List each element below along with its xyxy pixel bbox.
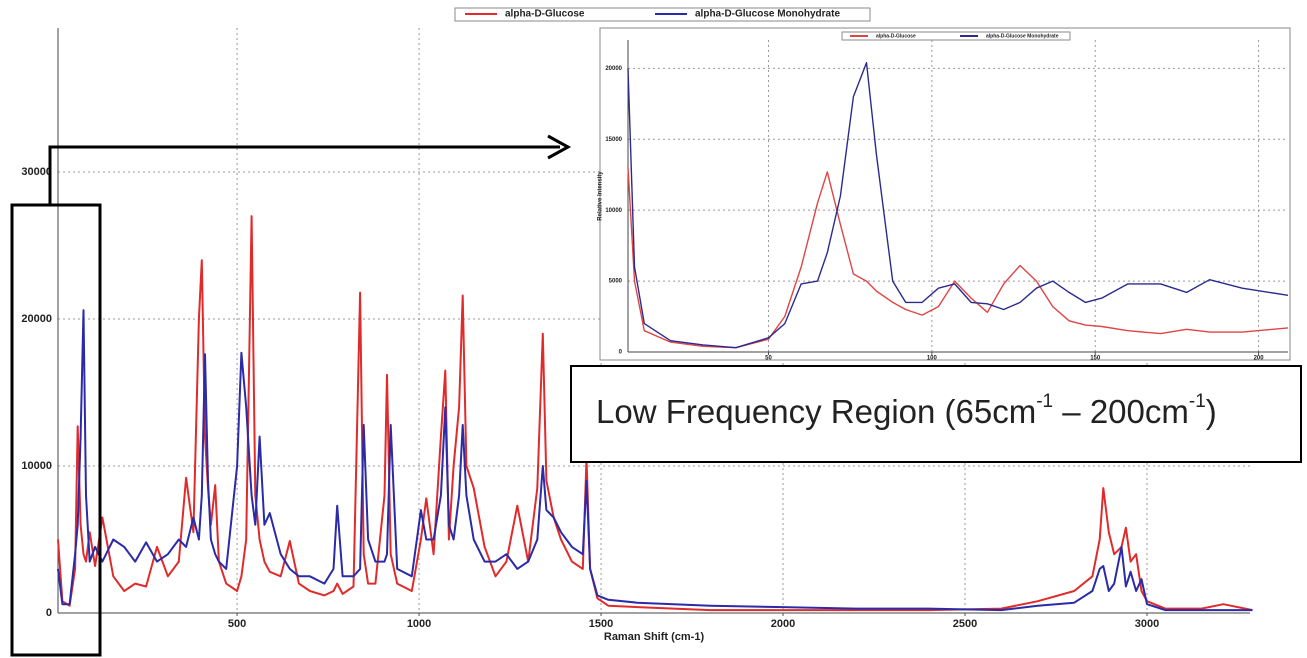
region-box — [10, 203, 102, 657]
annotation-part: ) — [1206, 393, 1217, 430]
y-tick-label: 20000 — [21, 313, 52, 325]
annotation-sup: -1 — [1189, 391, 1206, 412]
main-chart: 500 1000 1500 2000 2500 30000100002000030000R… — [21, 7, 1253, 643]
annotation-box: Low Frequency Region (65cm-1 – 200cm-1) — [570, 365, 1302, 463]
x-tick-label: 1500 — [589, 618, 613, 630]
annotation: Low Frequency Region (65cm-1 – 200cm-1) — [596, 391, 1217, 430]
series-line — [57, 309, 1253, 612]
x-tick-label: 500 — [228, 618, 246, 630]
annotation-sup: -1 — [1036, 391, 1053, 412]
y-axis-label: Relative Intensity — [598, 171, 604, 221]
x-tick-label: 100 — [927, 356, 938, 362]
y-tick-label: 10000 — [605, 208, 622, 214]
x-axis-label: Raman Shift (cm-1) — [604, 631, 705, 643]
x-tick-label: 200 — [1254, 356, 1265, 362]
y-tick-label: 5000 — [609, 279, 623, 285]
x-tick-label: 150 — [1090, 356, 1101, 362]
inset-chart: 50 100 150 200 0 5000 10000 15000 20000 Relative … — [598, 27, 1291, 362]
legend-label: alpha-D-Glucose Monohydrate — [695, 9, 840, 20]
x-tick-label: 2000 — [771, 618, 795, 630]
legend-frame — [841, 31, 1071, 41]
y-tick-label: 20000 — [605, 66, 622, 72]
y-tick-label: 0 — [46, 607, 52, 619]
x-tick-label: 3000 — [1135, 618, 1159, 630]
series-line — [627, 62, 1289, 349]
annotation-frame — [570, 365, 1302, 463]
y-tick-label: 15000 — [605, 137, 622, 143]
legend-label: alpha-D-Glucose — [876, 33, 916, 39]
arrow-line — [48, 145, 560, 205]
legend-label: alpha-D-Glucose — [505, 9, 585, 20]
arrow-head — [547, 134, 572, 160]
y-tick-label: 0 — [619, 350, 623, 356]
annotation-part: Low Frequency Region (65cm — [596, 393, 1036, 430]
y-tick-label: 10000 — [21, 460, 52, 472]
annotation-part: – 200cm — [1053, 393, 1189, 430]
x-tick-label: 1000 — [407, 618, 431, 630]
x-tick-label: 2500 — [953, 618, 977, 630]
inset-background — [599, 27, 1291, 361]
y-tick-label: 30000 — [21, 166, 52, 178]
legend-label: alpha-D-Glucose Monohydrate — [986, 33, 1059, 39]
x-tick-label: 50 — [765, 356, 772, 362]
series-line — [627, 167, 1289, 349]
highlight — [10, 134, 572, 657]
